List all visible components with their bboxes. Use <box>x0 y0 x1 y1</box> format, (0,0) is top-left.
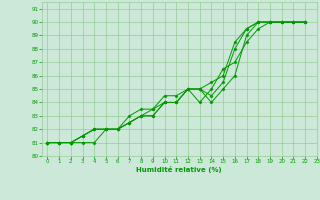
X-axis label: Humidité relative (%): Humidité relative (%) <box>136 166 222 173</box>
